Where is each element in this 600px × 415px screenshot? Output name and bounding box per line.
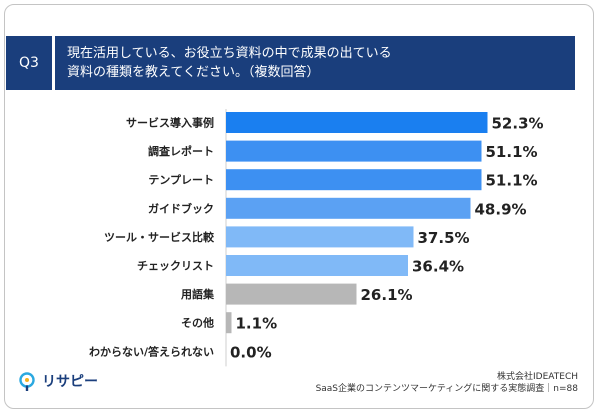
category-label: ツール・サービス比較 [104,230,215,244]
source-survey: SaaS企業のコンテンツマーケティングに関する実態調査｜n=88 [315,384,578,394]
value-label: 0.0% [230,343,272,361]
category-label: 用語集 [181,287,215,301]
value-label: 26.1% [361,286,413,304]
card-frame [4,4,594,409]
question-line-2: 資料の種類を教えてください。（複数回答） [67,65,320,80]
value-label: 36.4% [412,258,464,276]
category-label: チェックリスト [137,260,214,273]
bar [226,112,488,133]
value-label: 1.1% [236,315,278,333]
value-label: 37.5% [418,229,470,247]
category-label: ガイドブック [148,201,214,215]
bar [226,169,482,191]
value-label: 48.9% [475,200,527,218]
question-badge: Q3 [6,36,52,90]
question-box: 現在活用している、お役立ち資料の中で成果の出ている 資料の種類を教えてください。… [55,36,575,90]
bar [226,283,357,305]
magnifier-logo-icon [19,372,35,391]
bar [226,197,471,219]
category-label: サービス導入事例 [126,116,214,130]
bar [226,226,414,248]
bar [226,255,408,276]
category-label: テンプレート [148,173,214,187]
category-label: その他 [181,316,214,330]
value-label: 51.1% [486,172,538,190]
source-company: 株式会社IDEATECH [497,372,578,382]
bar [226,140,482,162]
question-line-1: 現在活用している、お役立ち資料の中で成果の出ている [67,46,392,61]
logo-text: リサピー [42,374,98,390]
category-label: 調査レポート [148,144,214,158]
logo: リサピー [18,371,98,391]
category-label: わからない/答えられない [89,344,214,358]
bar [226,312,232,334]
value-label: 51.1% [486,143,538,161]
value-label: 52.3% [492,115,544,133]
source-note: 株式会社IDEATECH SaaS企業のコンテンツマーケティングに関する実態調査… [316,371,578,395]
